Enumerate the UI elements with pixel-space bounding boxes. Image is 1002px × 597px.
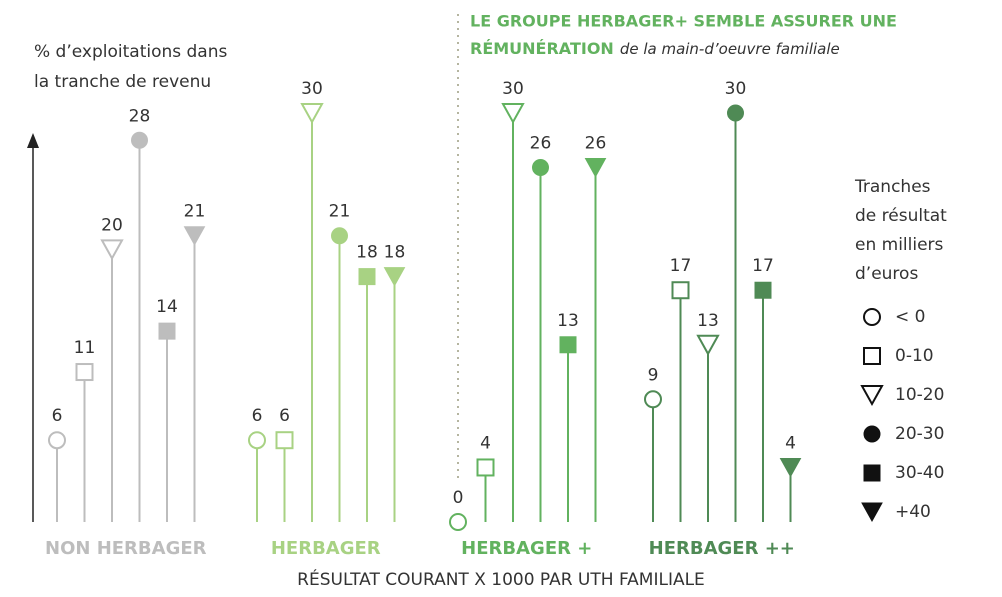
group-label: NON HERBAGER xyxy=(45,538,207,559)
marker xyxy=(476,458,495,477)
value-label: 6 xyxy=(279,406,290,426)
value-label: 21 xyxy=(184,202,206,222)
marker xyxy=(861,502,883,523)
value-label: 6 xyxy=(52,406,63,426)
marker xyxy=(863,464,881,482)
marker xyxy=(75,363,94,382)
annotation-italic: de la main-d’oeuvre familiale xyxy=(620,40,840,58)
marker xyxy=(358,268,376,286)
marker xyxy=(248,431,266,450)
x-axis-label: RÉSULTAT COURANT X 1000 PAR UTH FAMILIAL… xyxy=(297,568,705,590)
marker xyxy=(671,281,690,300)
legend-label: 30-40 xyxy=(895,463,944,483)
value-label: 26 xyxy=(585,134,607,154)
marker xyxy=(331,227,348,245)
value-label: 4 xyxy=(480,433,491,453)
marker xyxy=(644,390,662,409)
marker xyxy=(754,281,772,299)
marker xyxy=(48,431,66,450)
arrow-head xyxy=(27,133,39,148)
marker xyxy=(449,513,467,531)
marker xyxy=(383,267,406,287)
value-label: 13 xyxy=(697,311,719,331)
legend-title: en milliers xyxy=(855,235,944,255)
value-label: 18 xyxy=(384,243,406,263)
value-label: 17 xyxy=(752,256,774,276)
value-label: 0 xyxy=(453,488,464,508)
legend-title: d’euros xyxy=(855,264,918,284)
annotation-bold: RÉMUNÉRATION xyxy=(470,39,614,58)
marker xyxy=(863,425,881,443)
marker xyxy=(158,322,176,340)
legend-label: 0-10 xyxy=(895,346,934,366)
marker xyxy=(501,103,525,125)
value-label: 14 xyxy=(156,297,178,317)
legend-label: +40 xyxy=(895,502,931,522)
annotation: LE GROUPE HERBAGER+ SEMBLE ASSURER UNE xyxy=(470,12,897,31)
group-label: HERBAGER + xyxy=(461,538,592,559)
value-label: 6 xyxy=(252,406,263,426)
value-label: 9 xyxy=(648,365,659,385)
value-label: 17 xyxy=(670,256,692,276)
value-label: 30 xyxy=(301,79,323,99)
annotation: RÉMUNÉRATION de la main-d’oeuvre familial… xyxy=(470,39,840,58)
marker xyxy=(696,334,720,356)
marker xyxy=(584,158,607,178)
value-label: 13 xyxy=(557,311,579,331)
chart-title: la tranche de revenu xyxy=(34,72,211,92)
value-label: 20 xyxy=(101,215,123,235)
legend-title: de résultat xyxy=(855,206,947,226)
marker xyxy=(860,385,884,407)
value-label: 4 xyxy=(785,433,796,453)
marker xyxy=(727,104,744,122)
marker xyxy=(300,103,324,125)
marker xyxy=(779,457,802,478)
value-label: 21 xyxy=(329,202,351,222)
marker xyxy=(183,226,206,246)
marker xyxy=(863,347,881,365)
chart-title: % d’exploitations dans xyxy=(34,42,228,62)
legend-label: 20-30 xyxy=(895,424,944,444)
value-label: 26 xyxy=(530,134,552,154)
marker xyxy=(532,159,549,177)
value-label: 30 xyxy=(725,79,747,99)
marker xyxy=(275,431,294,450)
group-label: HERBAGER xyxy=(271,538,381,559)
marker xyxy=(559,336,577,354)
value-label: 28 xyxy=(129,106,151,126)
value-label: 11 xyxy=(74,338,96,358)
value-label: 18 xyxy=(356,243,378,263)
legend-label: < 0 xyxy=(895,307,925,327)
legend-label: 10-20 xyxy=(895,385,944,405)
marker xyxy=(100,239,124,261)
value-label: 30 xyxy=(502,79,524,99)
marker xyxy=(131,131,148,149)
group-label: HERBAGER ++ xyxy=(649,538,795,559)
legend-title: Tranches xyxy=(854,177,931,197)
marker xyxy=(863,308,881,326)
